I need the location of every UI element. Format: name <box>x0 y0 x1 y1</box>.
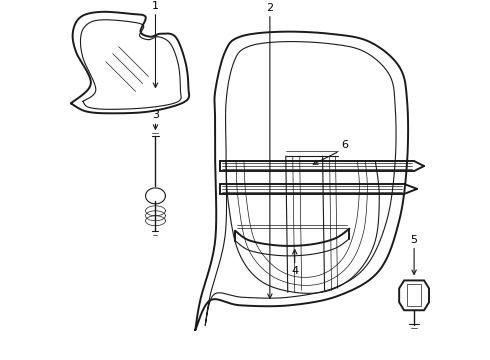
Text: 5: 5 <box>411 235 417 245</box>
Text: 3: 3 <box>152 110 159 120</box>
Text: 1: 1 <box>152 1 159 11</box>
Text: 4: 4 <box>291 266 298 276</box>
Text: 6: 6 <box>341 140 348 150</box>
Text: 2: 2 <box>266 3 273 13</box>
